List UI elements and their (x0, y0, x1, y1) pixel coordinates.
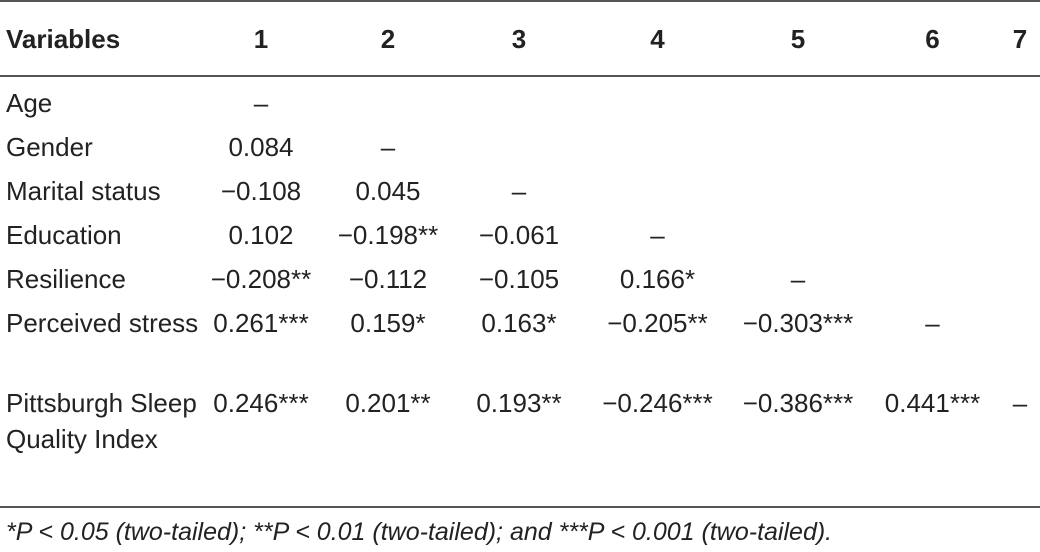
footnote-rule: *P < 0.05 (two-tailed); **P < 0.01 (two-… (0, 506, 1040, 546)
header-col-1: 1 (200, 0, 322, 77)
table-cell: 0.102 (228, 220, 294, 250)
table-row: Perceived stress 0.261*** 0.159* 0.163* … (0, 305, 1040, 385)
table-cell: – (790, 264, 806, 294)
table-cell: −0.205** (607, 308, 708, 338)
table-cell (865, 217, 1000, 261)
table-row: Pittsburgh Sleep Quality Index 0.246*** … (0, 385, 1040, 503)
table-cell (1000, 217, 1040, 261)
table-cell (584, 76, 731, 129)
table-row: Age – (0, 76, 1040, 129)
table-cell: −0.061 (478, 220, 560, 250)
header-col-4: 4 (584, 0, 731, 77)
table-cell: −0.105 (478, 264, 560, 294)
table-cell (865, 261, 1000, 305)
table-cell: 0.084 (228, 132, 294, 162)
table-cell (1000, 261, 1040, 305)
table-cell: −0.208** (210, 264, 312, 294)
table-cell: – (650, 220, 665, 250)
row-label: Education (6, 220, 122, 250)
table-row: Education 0.102 −0.198** −0.061 – (0, 217, 1040, 261)
table-cell: – (380, 132, 396, 162)
table-cell: −0.112 (348, 264, 428, 294)
correlation-table: Variables 1 2 3 4 5 6 7 Age – (0, 0, 1040, 503)
table-cell: −0.303*** (742, 308, 854, 338)
row-label: Pittsburgh Sleep Quality Index (6, 388, 197, 454)
table-cell (584, 173, 731, 217)
table-cell (1000, 76, 1040, 129)
header-col-3: 3 (454, 0, 584, 77)
table-cell: 0.261*** (213, 308, 309, 338)
table-cell (1000, 129, 1040, 173)
table-row: Marital status −0.108 0.045 – (0, 173, 1040, 217)
table-cell (865, 76, 1000, 129)
table-cell: 0.163* (481, 308, 557, 338)
table-cell: 0.193** (476, 388, 562, 418)
row-label: Resilience (6, 264, 126, 294)
table-cell: – (253, 88, 269, 118)
table-cell (731, 173, 865, 217)
table-cell (322, 76, 454, 129)
table-cell: 0.166* (619, 264, 696, 294)
table-cell: 0.441*** (884, 388, 981, 418)
table-cell (865, 173, 1000, 217)
table-cell: −0.386*** (742, 388, 854, 418)
header-col-7: 7 (1000, 0, 1040, 77)
table-cell: −0.198** (337, 220, 439, 250)
header-col-6: 6 (865, 0, 1000, 77)
table-cell: 0.045 (355, 176, 421, 206)
row-label: Marital status (6, 176, 161, 206)
table-footnote: *P < 0.05 (two-tailed); **P < 0.01 (two-… (6, 518, 833, 546)
table-cell: −0.246*** (602, 388, 713, 418)
row-label: Perceived stress (6, 308, 199, 338)
header-row: Variables 1 2 3 4 5 6 7 (0, 0, 1040, 77)
table-cell (454, 129, 584, 173)
row-label: Gender (6, 132, 93, 162)
table-cell (1000, 173, 1040, 217)
table-cell (454, 76, 584, 129)
table-cell (865, 129, 1000, 173)
header-col-2: 2 (322, 0, 454, 77)
table-cell: 0.201** (345, 388, 431, 418)
header-col-5: 5 (731, 0, 865, 77)
table-row: Resilience −0.208** −0.112 −0.105 0.166*… (0, 261, 1040, 305)
table-cell (731, 76, 865, 129)
table-cell: – (511, 176, 527, 206)
header-variables: Variables (0, 0, 200, 77)
table-cell: – (925, 308, 940, 338)
table-cell (731, 217, 865, 261)
table-cell (584, 129, 731, 173)
table-cell: 0.159* (350, 308, 426, 338)
table-cell (731, 129, 865, 173)
table-row: Gender 0.084 – (0, 129, 1040, 173)
table-cell: 0.246*** (213, 388, 309, 418)
table-cell: – (1012, 388, 1028, 418)
table-cell (1000, 305, 1040, 385)
table-cell: −0.108 (220, 176, 302, 206)
row-label: Age (6, 88, 53, 118)
